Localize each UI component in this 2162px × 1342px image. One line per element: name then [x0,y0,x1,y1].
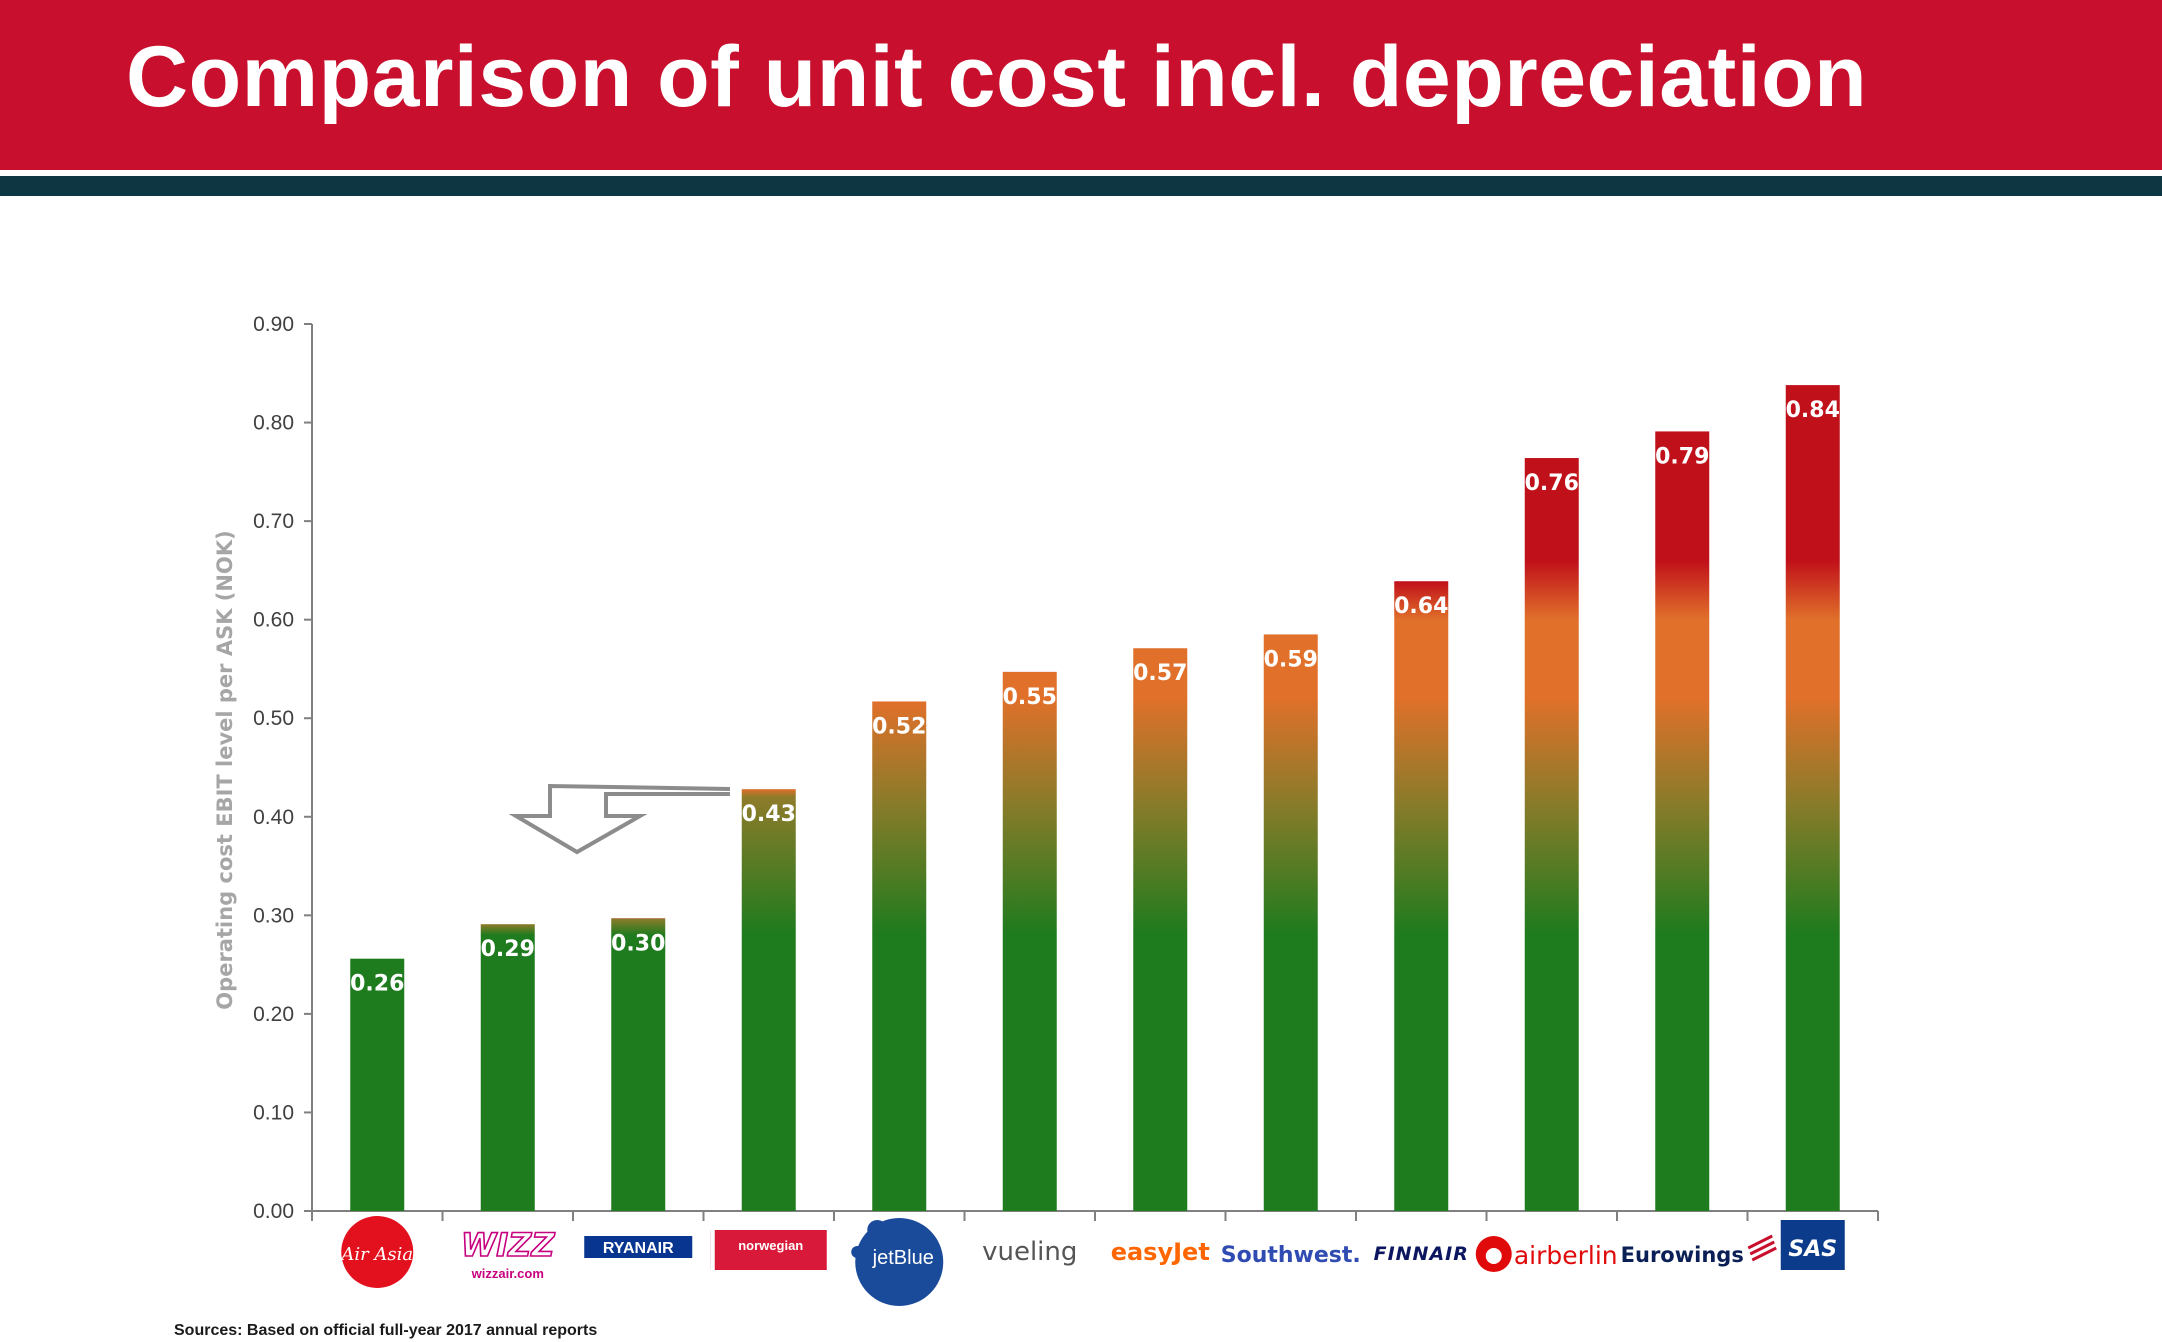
airline-logo: Southwest. [1221,1243,1361,1268]
bar-vueling [1002,671,1057,1211]
data-label: 0.76 [1525,471,1579,496]
bar-eurowings [1655,431,1710,1212]
y-axis: 0.00 0.10 0.20 0.30 0.40 0.50 0.60 0.70 0.80 0.90 [253,313,313,1223]
data-labels: 0.26 0.29 0.30 0.43 0.52 0.55 0.57 0.59 0.64 0.76… [350,398,1840,997]
data-label: 0.57 [1133,661,1187,686]
eurowings-wing-icon [1747,1234,1777,1262]
logo-text: SAS [1788,1237,1837,1262]
annotation-arrow [508,783,731,855]
bar-series [350,385,1840,1212]
logo-text: norwegian [738,1238,803,1253]
logo-text: vueling [982,1237,1077,1267]
y-tick-label: 0.80 [253,412,294,435]
logo-text: Southwest. [1221,1243,1361,1268]
logo-text: FINNAIR [1374,1243,1469,1265]
title-banner: Comparison of unit cost incl. depreciati… [0,0,2162,170]
airline-logo: norwegian [710,1230,827,1270]
logo-text: jetBlue [872,1247,934,1269]
airline-logo: SAS [1780,1220,1845,1270]
bar-ryanair [611,918,666,1211]
header-divider-dark [0,176,2162,196]
airline-logo: vueling [982,1237,1077,1267]
data-label: 0.26 [350,972,404,997]
bar-finnair [1394,581,1449,1211]
bar-easyjet [1133,648,1188,1211]
y-tick-label: 0.10 [253,1101,294,1124]
airline-logo: jetBlue [851,1218,944,1306]
y-tick-label: 0.20 [253,1003,294,1026]
airline-logo: RYANAIR [584,1236,693,1258]
bar-airasia [350,958,405,1211]
airline-logo: FINNAIR [1374,1243,1469,1265]
bar-sas [1785,385,1840,1211]
logo-text: RYANAIR [603,1240,674,1257]
logo-text: Eurowings [1621,1243,1744,1267]
bar-jetblue [872,701,927,1211]
y-tick-label: 0.70 [253,510,294,533]
data-label: 0.29 [481,937,535,962]
airline-logo: Air Asia [339,1216,414,1288]
airline-logo: airberlin [1475,1236,1618,1272]
airasia-logo-icon [341,1216,414,1288]
data-label: 0.43 [742,802,796,827]
page-title: Comparison of unit cost incl. depreciati… [126,29,1868,125]
data-label: 0.79 [1655,444,1709,469]
data-label: 0.55 [1003,685,1057,710]
data-label: 0.59 [1264,647,1318,672]
y-tick-label: 0.30 [253,904,294,927]
logo-text: easyJet [1111,1238,1210,1266]
data-label: 0.84 [1786,398,1840,423]
y-tick-label: 0.50 [253,707,294,730]
y-tick-label: 0.60 [253,609,294,632]
data-label: 0.52 [872,714,926,739]
bar-southwest [1263,634,1318,1211]
bar-norwegian [741,789,796,1211]
data-label: 0.64 [1394,594,1448,619]
airline-logos: Air Asia WIZZ wizzair.com RYANAIR norwegian j… [339,1216,1845,1306]
y-axis-title: Operating cost EBIT level per ASK (NOK) [213,530,237,1009]
bar-wizz [480,924,535,1211]
airline-logo: Eurowings [1621,1234,1777,1267]
down-arrow-icon [508,783,731,855]
logo-text: airberlin [1514,1241,1618,1270]
airline-logo: easyJet [1111,1238,1210,1266]
sources-footnote: Sources: Based on official full-year 201… [174,1322,598,1339]
bar-airberlin [1524,458,1579,1212]
y-tick-label: 0.90 [253,313,294,336]
logo-text: Air Asia [339,1244,413,1265]
header-divider-white [0,170,2162,176]
logo-text: WIZZ [461,1226,555,1264]
x-axis [311,1210,1879,1221]
y-tick-label: 0.00 [253,1200,294,1223]
data-label: 0.30 [611,931,665,956]
logo-subtext: wizzair.com [471,1266,544,1281]
y-tick-label: 0.40 [253,806,294,829]
airline-logo: WIZZ wizzair.com [460,1225,556,1281]
